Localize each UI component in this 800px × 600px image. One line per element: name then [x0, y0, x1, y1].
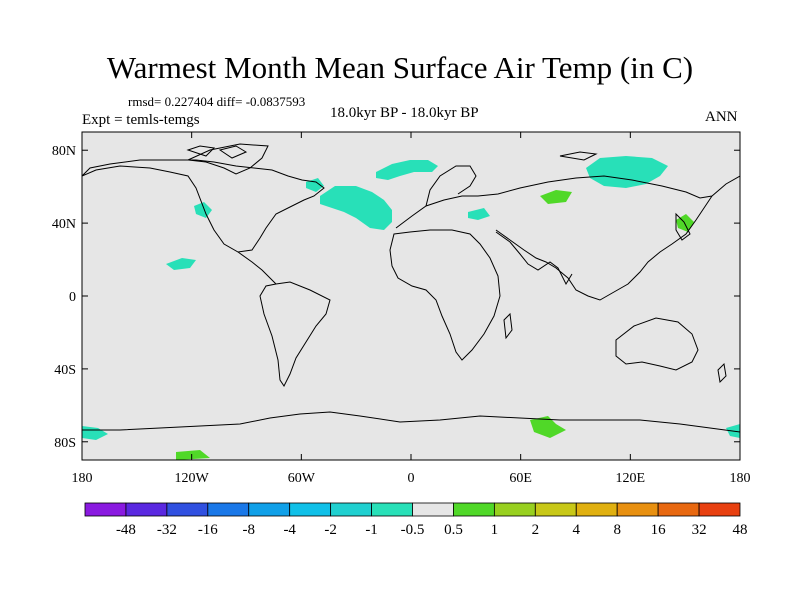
colorbar: -48 -32 -16 -8 -4 -2 -1 -0.5 0.5 1 2 4 8 16 32 48: [84, 502, 748, 538]
colorbar-swatch: [412, 502, 454, 517]
coast-arctic-islands: [186, 145, 598, 161]
colorbar-label: -1: [365, 522, 378, 538]
subtropical-pacific-cold-patch: [166, 258, 196, 270]
colorbar-swatch: [248, 502, 291, 517]
period-label: 18.0kyr BP - 18.0kyr BP: [330, 105, 479, 121]
colorbar-label: 1: [491, 522, 499, 538]
south-pacific-warm-patch: [176, 450, 210, 460]
central-asia-warm-patch: [540, 190, 572, 204]
colorbar-label: -0.5: [401, 522, 425, 538]
experiment-label: Expt = temls-temgs: [82, 112, 200, 128]
colorbar-swatch: [534, 502, 577, 517]
coast-north-america: [82, 159, 325, 253]
colorbar-swatch: [166, 502, 209, 517]
colorbar-label: 0.5: [444, 522, 463, 538]
colorbar-label: 16: [651, 522, 667, 538]
coast-africa: [389, 229, 501, 361]
coast-south-america: [259, 281, 331, 387]
x-tick-label: 180: [730, 471, 751, 486]
colorbar-swatch: [616, 502, 659, 517]
y-tick-label: 80N: [52, 144, 76, 159]
x-axis-ticks: 180 120W 60W 0 60E 120E 180: [72, 132, 751, 486]
caspian-cold-patch: [468, 208, 490, 220]
colorbar-label: 8: [613, 522, 621, 538]
x-tick-label: 60W: [288, 471, 316, 486]
colorbar-swatch: [330, 502, 372, 517]
colorbar-swatch: [207, 502, 250, 517]
antarctica-warm-patch: [530, 416, 566, 438]
y-tick-label: 80S: [54, 436, 76, 451]
colorbar-label: 2: [532, 522, 540, 538]
x-tick-label: 0: [408, 471, 415, 486]
coastlines: [82, 143, 740, 433]
x-tick-label: 120W: [175, 471, 210, 486]
colorbar-swatch: [84, 502, 127, 517]
colorbar-label: 4: [573, 522, 581, 538]
stats-label: rmsd= 0.227404 diff= -0.0837593: [128, 94, 306, 109]
y-tick-label: 40S: [54, 363, 76, 378]
colorbar-label: -48: [116, 522, 136, 538]
siberia-cold-patch: [586, 156, 668, 188]
coast-new-zealand: [717, 362, 727, 384]
season-label: ANN: [705, 109, 738, 125]
coast-scandinavia: [425, 165, 477, 207]
colorbar-label: -8: [243, 522, 256, 538]
coast-greenland: [186, 143, 269, 175]
colorbar-swatch: [698, 502, 741, 517]
coast-australia: [615, 317, 699, 371]
coast-antarctica: [82, 411, 740, 433]
coast-europe-asia: [395, 175, 740, 301]
coast-madagascar: [503, 312, 513, 340]
warm-anomaly-layer: [176, 190, 694, 460]
colorbar-swatch: [493, 502, 536, 517]
north-atlantic-cold-patch: [320, 186, 392, 230]
colorbar-swatch: [657, 502, 700, 517]
colorbar-swatch: [575, 502, 618, 517]
coast-japan: [675, 212, 691, 241]
colorbar-label: -2: [324, 522, 337, 538]
colorbar-swatch: [289, 502, 332, 517]
map-title: Warmest Month Mean Surface Air Temp (in …: [106, 50, 694, 85]
y-tick-label: 40N: [52, 217, 76, 232]
colorbar-swatch: [371, 502, 413, 517]
cold-anomaly-layer: [82, 156, 740, 440]
colorbar-swatch: [125, 502, 168, 517]
y-tick-label: 0: [69, 290, 76, 305]
x-tick-label: 180: [72, 471, 93, 486]
x-tick-label: 120E: [616, 471, 646, 486]
colorbar-label: -16: [198, 522, 218, 538]
colorbar-swatch: [453, 502, 495, 517]
colorbar-label: 48: [733, 522, 748, 538]
coast-arabia-india: [495, 231, 573, 286]
coast-central-america: [237, 251, 277, 285]
colorbar-label: -4: [283, 522, 296, 538]
north-pacific-cold-patch: [194, 202, 212, 218]
y-axis-ticks: 80N 40N 0 40S 80S: [52, 144, 740, 451]
colorbar-label: 32: [692, 522, 707, 538]
x-tick-label: 60E: [509, 471, 532, 486]
colorbar-label: -32: [157, 522, 177, 538]
nordic-seas-cold-patch: [376, 160, 438, 180]
